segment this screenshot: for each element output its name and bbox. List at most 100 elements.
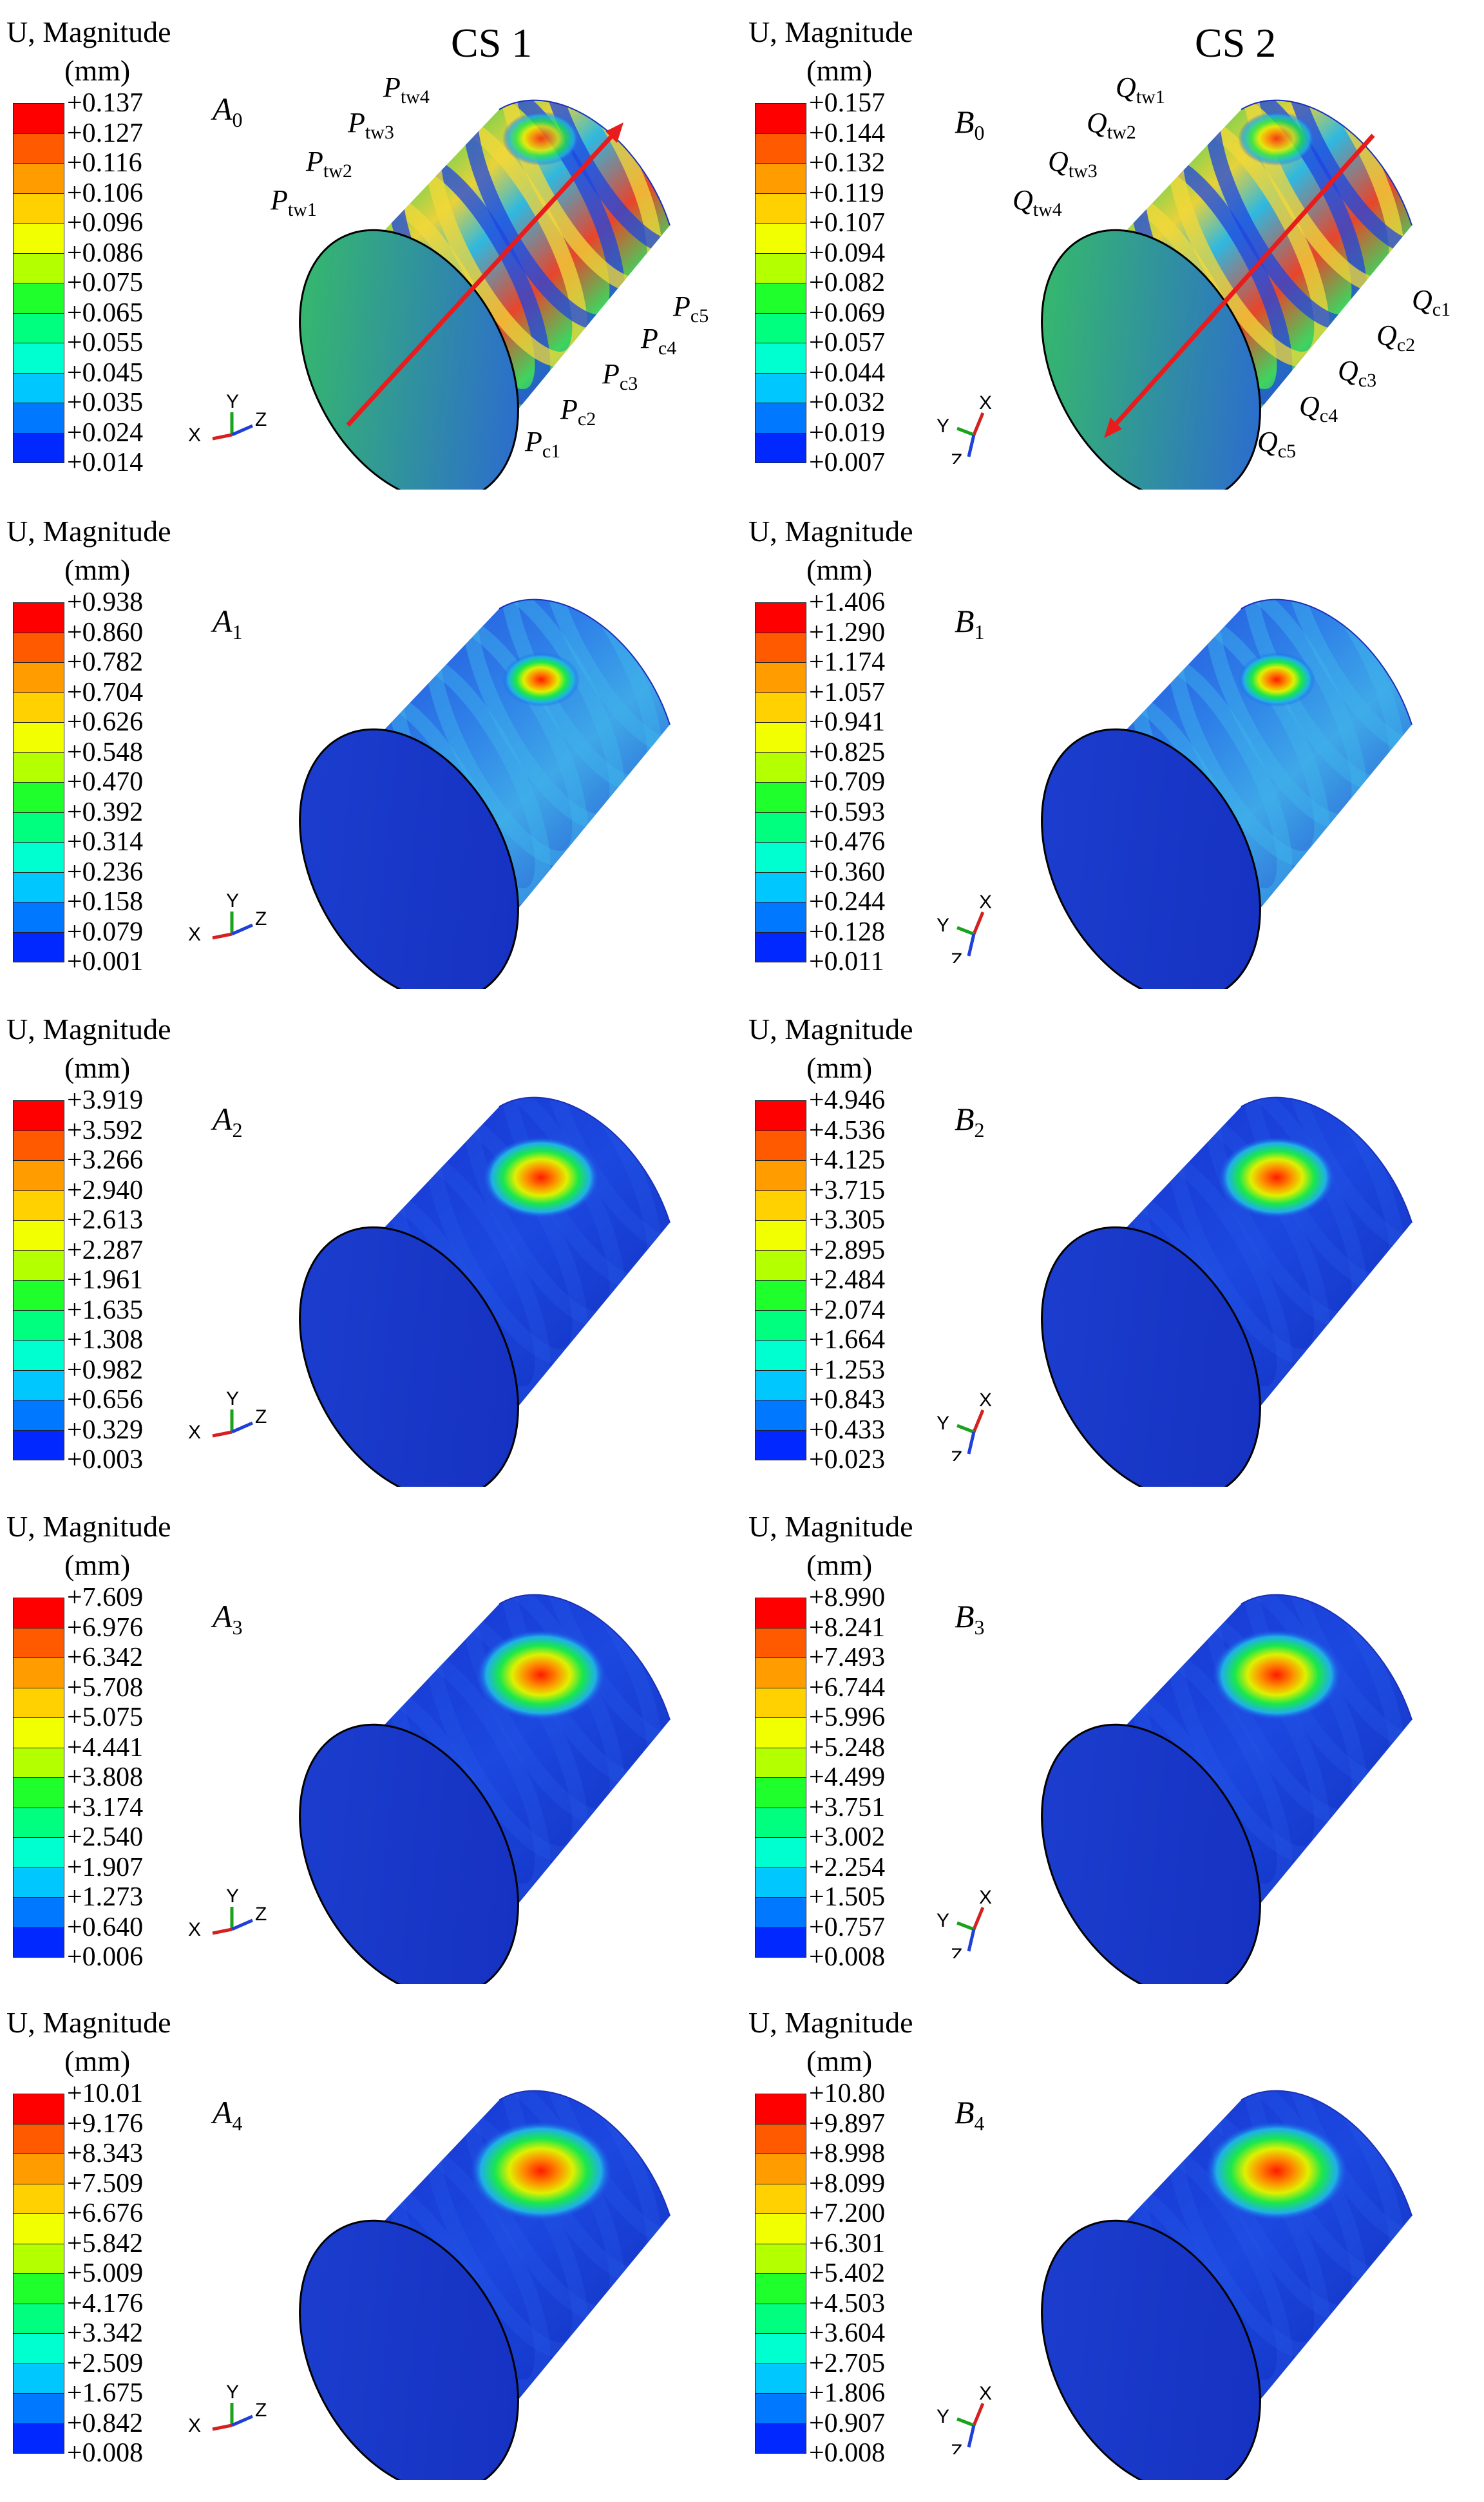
legend-tick-label: +1.635 <box>67 1295 144 1325</box>
triad-x-label: X <box>979 1887 992 1908</box>
point-label-base: Q <box>1376 320 1397 351</box>
legend-tick-label: +2.613 <box>67 1205 144 1235</box>
panel-label-index: 3 <box>232 1616 243 1639</box>
point-label-base: Q <box>1116 72 1136 103</box>
triad-z-label: Z <box>951 450 962 464</box>
legend-swatch <box>755 2153 806 2184</box>
legend-tick-label: +8.990 <box>809 1583 886 1612</box>
triad-z-axis <box>231 424 254 437</box>
legend-tick-label: +0.008 <box>809 1942 886 1972</box>
legend-tick-label: +3.808 <box>67 1762 144 1792</box>
legend-swatch <box>13 1927 64 1958</box>
point-label-c: Qc4 <box>1299 390 1338 427</box>
cylinder-open-end <box>1041 1226 1261 1487</box>
legend-title-text: U, Magnitude <box>6 1510 171 1543</box>
triad-x-axis <box>972 912 985 935</box>
legend-swatch <box>755 1598 806 1628</box>
triad-x-label: X <box>188 924 201 945</box>
legend-tick-label: +2.287 <box>67 1235 144 1265</box>
legend-tick-label: +1.308 <box>67 1325 144 1355</box>
legend-tick-label: +0.329 <box>67 1415 144 1445</box>
legend-tick-label: +1.907 <box>67 1852 144 1882</box>
panel-label-letter: B <box>955 603 975 639</box>
legend-tick-label: +0.082 <box>809 268 886 298</box>
coordinate-triad-icon: X Y Z <box>937 1887 992 1958</box>
legend-swatch <box>755 1370 806 1400</box>
deformed-cylinder-contour <box>1041 2090 1413 2480</box>
point-label-c: Pc5 <box>673 290 709 327</box>
legend-tick-label: +0.096 <box>67 208 144 238</box>
triad-z-axis <box>231 2414 254 2427</box>
legend-tick-label: +0.157 <box>809 88 886 118</box>
legend-swatch <box>13 1429 64 1460</box>
legend-tick-label: +4.499 <box>809 1762 886 1792</box>
cylinder-back-edge <box>1241 99 1413 226</box>
legend-tick-label: +1.406 <box>809 587 886 617</box>
legend-tick-label: +0.094 <box>809 238 886 268</box>
legend-tick-label: +0.045 <box>67 358 144 388</box>
triad-y-axis <box>956 1921 975 1931</box>
legend-color-bar <box>755 1100 806 1460</box>
legend-swatch <box>13 902 64 933</box>
triad-z-axis <box>231 1918 254 1931</box>
legend-tick-label: +0.626 <box>67 707 144 737</box>
legend-swatch <box>13 1340 64 1371</box>
legend-tick-label: +0.656 <box>67 1385 144 1415</box>
triad-z-label: Z <box>255 409 267 430</box>
triad-x-label: X <box>188 1919 201 1940</box>
legend-swatch <box>755 372 806 403</box>
contour-panel-A3: U, Magnitude (mm) +7.609 +6.976 +6.342 +5.708… <box>0 1507 742 2006</box>
point-label-sub: c1 <box>542 440 561 462</box>
legend-unit-text: (mm) <box>806 553 873 586</box>
legend-tick-label: +2.895 <box>809 1235 886 1265</box>
legend-swatch <box>755 602 806 633</box>
contour-panel-B1: U, Magnitude (mm) +1.406 +1.290 +1.174 +1.057… <box>742 512 1484 1011</box>
legend-tick-label: +0.007 <box>809 448 886 477</box>
legend-swatch <box>13 2243 64 2274</box>
legend-swatch <box>755 752 806 783</box>
legend-tick-label: +0.433 <box>809 1415 886 1445</box>
legend-tick-label: +6.342 <box>67 1643 144 1672</box>
cylinder-open-end <box>1041 2219 1261 2480</box>
legend-swatch <box>13 812 64 843</box>
legend-tick-label: +0.023 <box>809 1445 886 1475</box>
triad-x-axis <box>972 412 985 435</box>
triad-y-axis <box>956 2417 975 2427</box>
legend-tick-label: +5.996 <box>809 1703 886 1732</box>
legend-tick-label: +3.919 <box>67 1085 144 1115</box>
legend-title-text: U, Magnitude <box>6 15 171 48</box>
max-displacement-hotspot <box>502 111 580 166</box>
point-label-c: Qc3 <box>1338 354 1376 392</box>
legend-swatch <box>755 1130 806 1161</box>
panel-label-letter: B <box>955 2094 975 2130</box>
panel-label-A3: A3 <box>213 1598 243 1639</box>
legend-tick-label: +0.075 <box>67 268 144 298</box>
triad-y-label: Y <box>937 915 949 936</box>
point-label-sub: tw3 <box>1068 160 1098 182</box>
legend-tick-label: +0.476 <box>809 827 886 857</box>
panel-label-letter: A <box>213 2094 233 2130</box>
legend-tick-label: +0.127 <box>67 118 144 148</box>
triad-z-axis <box>967 1431 976 1455</box>
triad-x-label: X <box>188 425 201 446</box>
legend-swatch <box>755 2183 806 2214</box>
legend-tick-label: +0.941 <box>809 707 886 737</box>
legend-tick-label: +0.132 <box>809 148 886 178</box>
legend-tick-label: +9.176 <box>67 2108 144 2139</box>
point-label-tw: Qtw1 <box>1116 71 1165 108</box>
legend-swatch <box>755 782 806 813</box>
legend-tick-label: +0.003 <box>67 1445 144 1475</box>
legend-swatch <box>13 2273 64 2304</box>
cylinder-open-end <box>1041 229 1261 490</box>
legend-swatch <box>13 193 64 224</box>
legend-tick-label: +0.593 <box>809 797 886 827</box>
legend-swatch <box>13 1897 64 1928</box>
triad-x-axis <box>212 433 233 441</box>
legend-swatch <box>755 1897 806 1928</box>
triad-x-label: X <box>188 2415 201 2436</box>
legend-unit-text: (mm) <box>806 1549 873 1581</box>
triad-y-axis <box>956 426 975 437</box>
legend-swatch <box>755 931 806 962</box>
legend-swatch <box>13 1370 64 1400</box>
legend-tick-label: +0.843 <box>809 1385 886 1415</box>
